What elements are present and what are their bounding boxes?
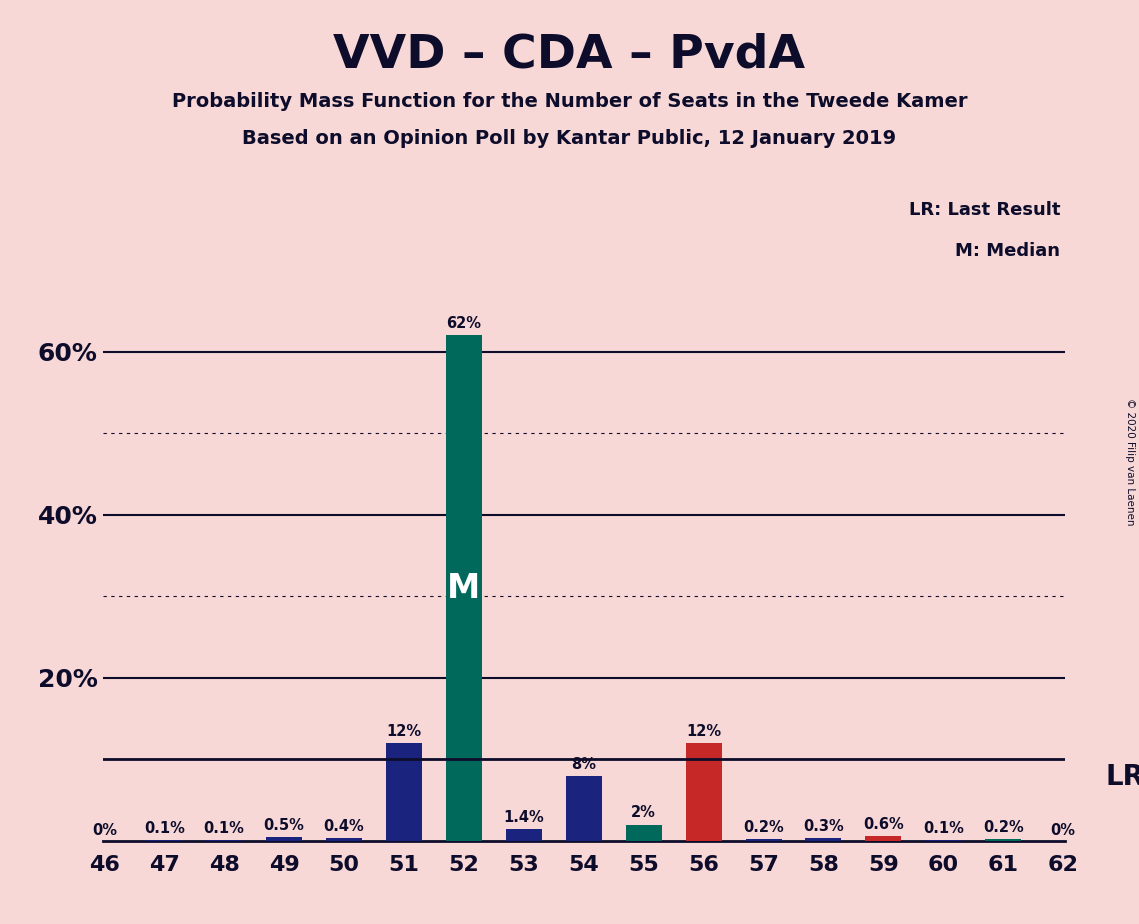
Text: 0.3%: 0.3%	[803, 820, 844, 834]
Text: 0%: 0%	[92, 823, 117, 838]
Text: M: M	[448, 572, 481, 604]
Text: 0.2%: 0.2%	[983, 821, 1024, 835]
Text: 0.1%: 0.1%	[144, 821, 185, 836]
Text: 0.5%: 0.5%	[263, 818, 304, 833]
Text: 12%: 12%	[386, 723, 421, 739]
Text: 2%: 2%	[631, 806, 656, 821]
Text: 62%: 62%	[446, 316, 482, 332]
Bar	[625, 824, 662, 841]
Text: LR: LR	[1105, 762, 1139, 791]
Bar	[866, 836, 901, 841]
Bar	[267, 837, 302, 841]
Text: Based on an Opinion Poll by Kantar Public, 12 January 2019: Based on an Opinion Poll by Kantar Publi…	[243, 129, 896, 149]
Bar	[746, 839, 781, 841]
Text: 0.4%: 0.4%	[323, 819, 364, 833]
Bar	[506, 830, 542, 841]
Bar	[985, 839, 1022, 841]
Text: 8%: 8%	[572, 757, 596, 772]
Text: VVD – CDA – PvdA: VVD – CDA – PvdA	[334, 32, 805, 78]
Text: 0.1%: 0.1%	[204, 821, 245, 836]
Bar	[445, 335, 482, 841]
Text: 0%: 0%	[1050, 823, 1075, 838]
Text: 0.6%: 0.6%	[863, 817, 903, 832]
Bar	[386, 743, 421, 841]
Text: 0.1%: 0.1%	[923, 821, 964, 836]
Bar	[326, 837, 362, 841]
Bar	[686, 743, 722, 841]
Bar	[805, 838, 842, 841]
Text: Probability Mass Function for the Number of Seats in the Tweede Kamer: Probability Mass Function for the Number…	[172, 92, 967, 112]
Text: LR: Last Result: LR: Last Result	[909, 201, 1060, 218]
Text: 0.2%: 0.2%	[743, 821, 784, 835]
Text: 1.4%: 1.4%	[503, 810, 544, 825]
Text: © 2020 Filip van Laenen: © 2020 Filip van Laenen	[1125, 398, 1134, 526]
Bar	[566, 775, 601, 841]
Text: 12%: 12%	[686, 723, 721, 739]
Text: M: Median: M: Median	[956, 242, 1060, 260]
